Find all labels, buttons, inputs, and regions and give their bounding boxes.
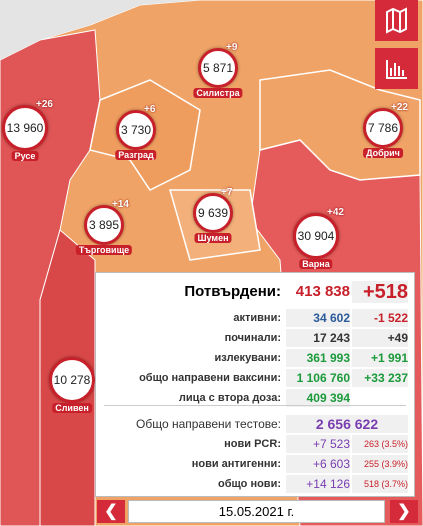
title: Потвърдени: <box>184 283 281 300</box>
region-count: 3 895 <box>84 205 124 245</box>
stats-panel: Потвърдени: 413 838 +518 активни: 34 602-… <box>95 272 415 497</box>
region-count: 5 871 <box>198 48 238 88</box>
stat-label: лица с втора доза: <box>178 392 281 404</box>
stat-value: 17 243 <box>286 329 350 347</box>
test-value: +7 523 <box>286 435 350 453</box>
stat-label: излекувани: <box>214 352 281 364</box>
test-positive: 263 (3.5%) <box>352 435 408 453</box>
test-label: общо нови: <box>218 478 281 490</box>
map-button[interactable] <box>375 0 418 41</box>
stat-delta: +49 <box>352 329 408 347</box>
region-count: 9 639 <box>193 193 233 233</box>
region-name: Варна <box>299 259 333 269</box>
region-count: 30 904 <box>293 213 339 259</box>
date: 15.05.2021 г. <box>128 500 385 523</box>
prev-day[interactable]: ❮ <box>97 500 125 523</box>
region-delta: +6 <box>144 104 156 115</box>
total-delta: +518 <box>352 281 408 303</box>
stat-row: излекувани: 361 993 +1 991 <box>96 349 416 367</box>
stat-delta: +33 237 <box>352 369 408 387</box>
region-name: Добрич <box>363 148 403 158</box>
region-name: Търговище <box>75 245 133 255</box>
region-name: Силистра <box>193 88 243 98</box>
stat-row: активни: 34 602 -1 522 <box>96 309 416 327</box>
separator <box>104 405 406 406</box>
region-delta: +9 <box>226 42 238 53</box>
test-row: общо нови: +14 126 518 (3.7%) <box>96 475 416 493</box>
test-label: нови антигенни: <box>191 458 281 470</box>
test-value: +6 603 <box>286 455 350 473</box>
test-row: нови PCR: +7 523 263 (3.5%) <box>96 435 416 453</box>
region-delta: +42 <box>327 207 344 218</box>
next-day[interactable]: ❯ <box>390 500 418 523</box>
stat-delta: -1 522 <box>352 309 408 327</box>
region-count: 7 786 <box>363 108 403 148</box>
stat-label: активни: <box>233 312 281 324</box>
region-delta: +22 <box>391 102 408 113</box>
total: 413 838 <box>295 283 350 300</box>
test-label: нови PCR: <box>224 438 281 450</box>
test-row: нови антигенни: +6 603 255 (3.9%) <box>96 455 416 473</box>
region-name: Разград <box>115 150 157 160</box>
region-name: Русе <box>11 151 39 161</box>
stat-delta: +1 991 <box>352 349 408 367</box>
stat-label: починали: <box>224 332 281 344</box>
stat-label: общо направени ваксини: <box>139 372 281 384</box>
stat-value: 409 394 <box>286 389 350 407</box>
stat-value: 1 106 760 <box>286 369 350 387</box>
stat-row: починали: 17 243 +49 <box>96 329 416 347</box>
region-count: 10 278 <box>49 357 95 403</box>
stat-value: 361 993 <box>286 349 350 367</box>
stat-row: лица с втора доза: 409 394 <box>96 389 416 407</box>
region-delta: +7 <box>221 187 233 198</box>
test-positive: 518 (3.7%) <box>352 475 408 493</box>
test-positive: 255 (3.9%) <box>352 455 408 473</box>
test-value: +14 126 <box>286 475 350 493</box>
region-count: 13 960 <box>2 105 48 151</box>
region-name: Шумен <box>194 233 232 243</box>
region-delta: +26 <box>36 99 53 110</box>
chart-button[interactable] <box>375 48 418 89</box>
region-count: 3 730 <box>116 110 156 150</box>
tests-total: 2 656 622 <box>286 415 408 433</box>
stat-row: общо направени ваксини: 1 106 760 +33 237 <box>96 369 416 387</box>
tests-label: Общо направени тестове: <box>136 417 281 431</box>
stat-value: 34 602 <box>286 309 350 327</box>
region-name: Сливен <box>52 403 92 413</box>
region-delta: +14 <box>112 199 129 210</box>
